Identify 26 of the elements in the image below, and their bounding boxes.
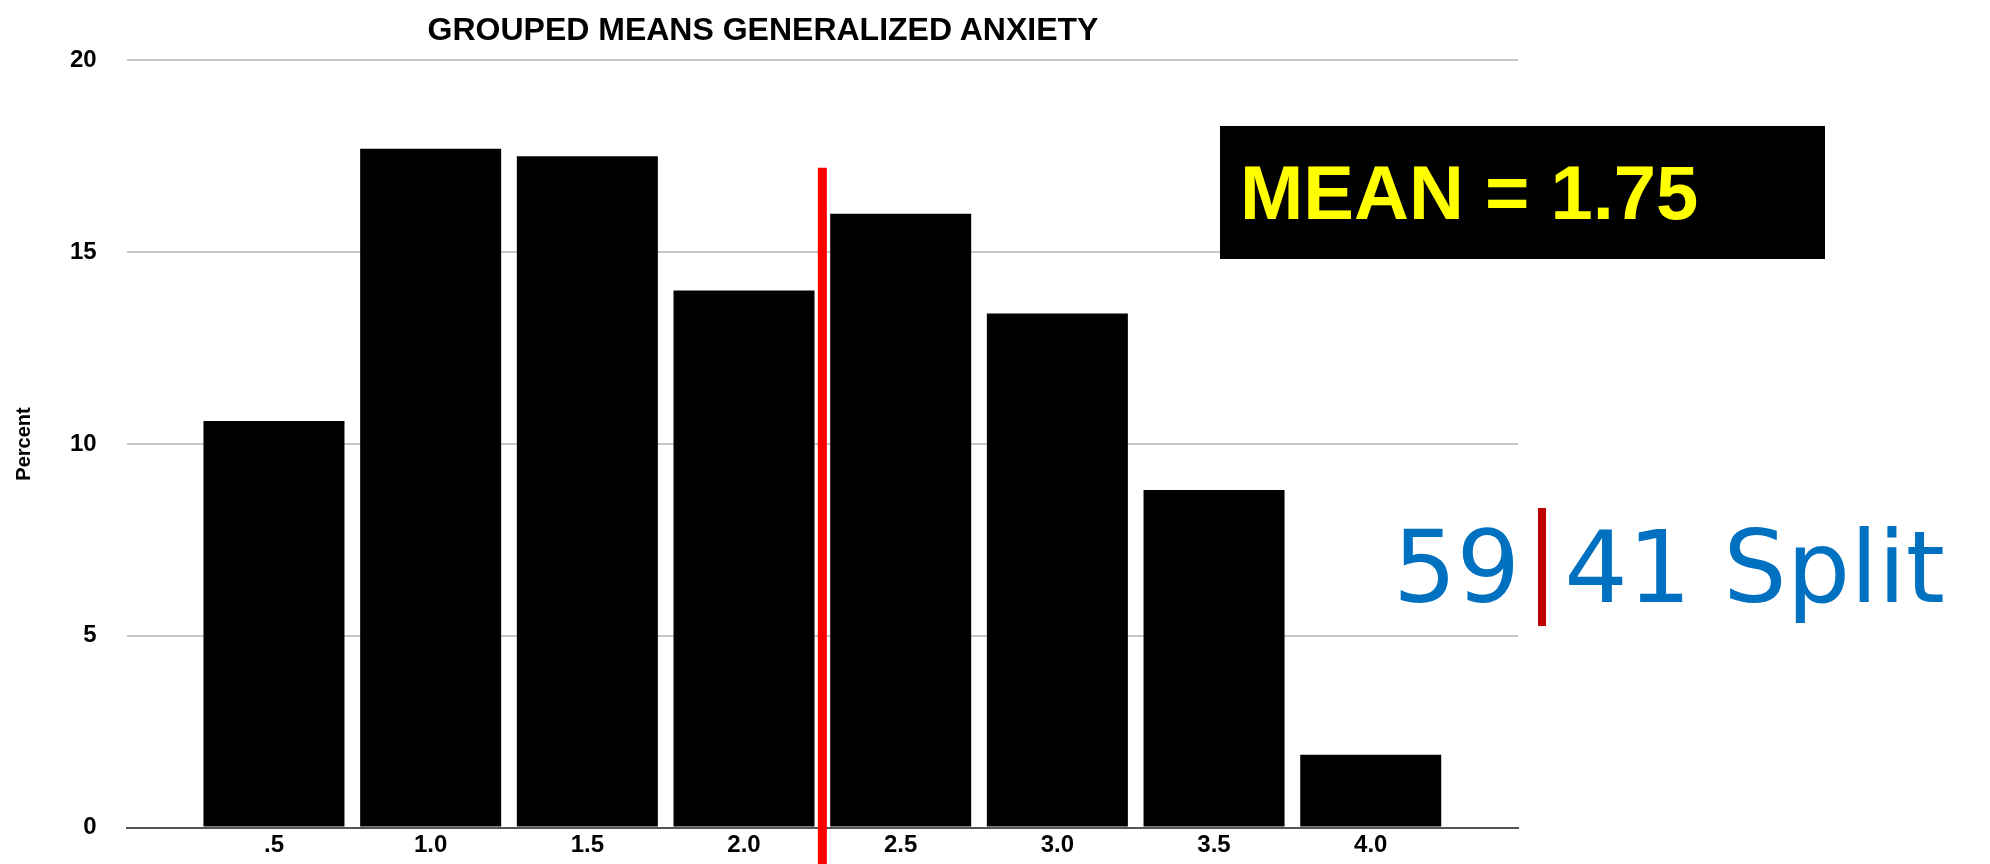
bar (1143, 490, 1285, 827)
chart-title: GROUPED MEANS GENERALIZED ANXIETY (427, 11, 1099, 48)
x-tick-label: 2.5 (884, 829, 918, 857)
annotation: 59 (1393, 508, 1521, 626)
bar (986, 313, 1128, 827)
x-tick-label: 1.0 (413, 829, 448, 857)
bar (516, 156, 658, 827)
y-tick-label: 10 (69, 428, 97, 456)
bar (203, 420, 345, 827)
bar (1300, 754, 1442, 827)
x-tick-label: 1.5 (570, 829, 605, 857)
text: 41 Split (1564, 508, 1946, 626)
x-tick-label: 3.5 (1197, 829, 1231, 857)
annotation: MEAN = 1.75 (1240, 149, 1699, 236)
y-tick-label: 15 (69, 236, 97, 264)
y-tick-label: 20 (69, 45, 97, 73)
bar (673, 290, 815, 827)
bar (830, 213, 972, 827)
bar (360, 148, 502, 827)
x-tick-label: .5 (263, 829, 284, 857)
x-tick-label: 2.0 (727, 829, 761, 857)
x-tick-label: 3.0 (1040, 829, 1075, 857)
y-tick-label: 5 (83, 620, 97, 648)
y-tick-label: 0 (83, 812, 97, 840)
y-axis-title: Percent (11, 406, 34, 481)
x-tick-label: 4.0 (1354, 829, 1388, 857)
